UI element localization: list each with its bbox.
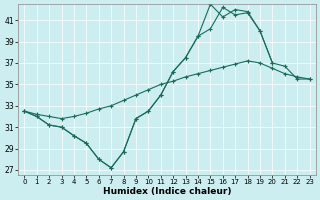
X-axis label: Humidex (Indice chaleur): Humidex (Indice chaleur) <box>103 187 231 196</box>
